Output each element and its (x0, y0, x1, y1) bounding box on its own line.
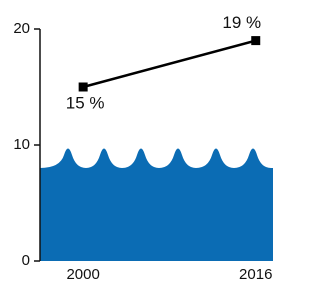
marker (251, 36, 260, 45)
water-decoration (40, 149, 273, 262)
line (83, 41, 256, 87)
page: 010202000201615 %19 % (() => { const dat… (0, 0, 320, 284)
x-tick-label: 2000 (66, 266, 99, 283)
y-tick-label: 10 (13, 136, 30, 153)
y-tick-label: 0 (22, 252, 30, 269)
value-label: 19 % (222, 13, 261, 32)
chart: 0 10 20 2000 2016 15 % 19 % (0, 0, 279, 284)
x-tick-label: 2016 (239, 266, 272, 283)
value-label: 15 % (66, 93, 105, 112)
y-tick-label: 20 (13, 20, 30, 37)
marker (79, 83, 88, 92)
